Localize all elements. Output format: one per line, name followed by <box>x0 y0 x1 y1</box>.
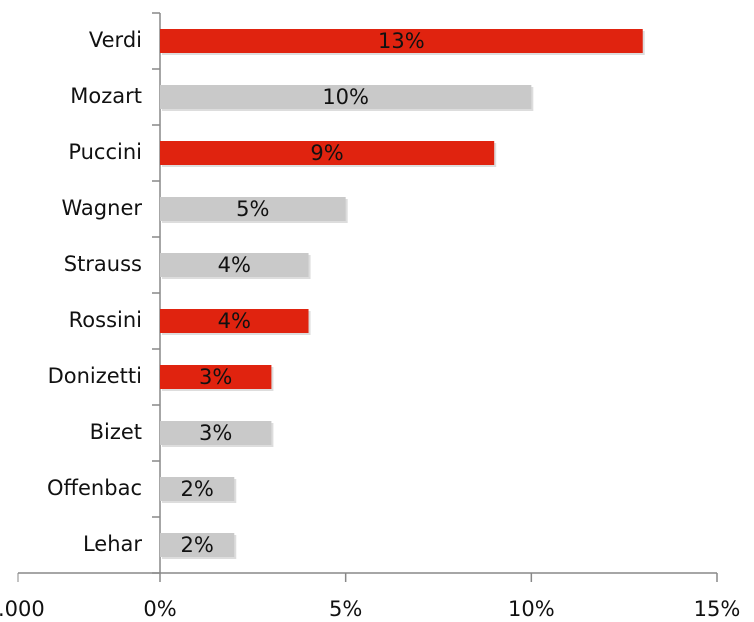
bar <box>160 309 309 333</box>
x-tick-label: 15% <box>694 597 741 621</box>
y-tick-label: Wagner <box>62 196 143 220</box>
bar <box>160 29 643 53</box>
value-label: 9% <box>310 141 343 165</box>
y-tick-label: Lehar <box>83 532 142 556</box>
x-tick-label: 5% <box>329 597 362 621</box>
bar <box>160 197 346 221</box>
bar <box>160 141 495 165</box>
bar <box>160 365 272 389</box>
y-tick-label: Rossini <box>69 308 142 332</box>
value-label: 3% <box>199 421 232 445</box>
value-label: 4% <box>218 253 251 277</box>
cropped-label: .000 <box>0 597 45 621</box>
bar <box>160 533 235 557</box>
y-tick-label: Verdi <box>89 28 142 52</box>
y-tick-label: Puccini <box>68 140 142 164</box>
y-tick-label: Bizet <box>90 420 142 444</box>
x-tick-label: 0% <box>143 597 176 621</box>
value-label: 2% <box>180 533 213 557</box>
value-label: 10% <box>322 85 369 109</box>
y-tick-label: Mozart <box>70 84 142 108</box>
y-tick-label: Donizetti <box>48 364 142 388</box>
value-label: 2% <box>180 477 213 501</box>
bar <box>160 85 532 109</box>
bar <box>160 421 272 445</box>
value-label: 5% <box>236 197 269 221</box>
y-tick-label: Strauss <box>64 252 142 276</box>
bar <box>160 477 235 501</box>
value-label: 13% <box>378 29 425 53</box>
value-label: 4% <box>218 309 251 333</box>
y-tick-label: Offenbac <box>47 476 142 500</box>
x-tick-label: 10% <box>508 597 555 621</box>
value-label: 3% <box>199 365 232 389</box>
bar <box>160 253 309 277</box>
